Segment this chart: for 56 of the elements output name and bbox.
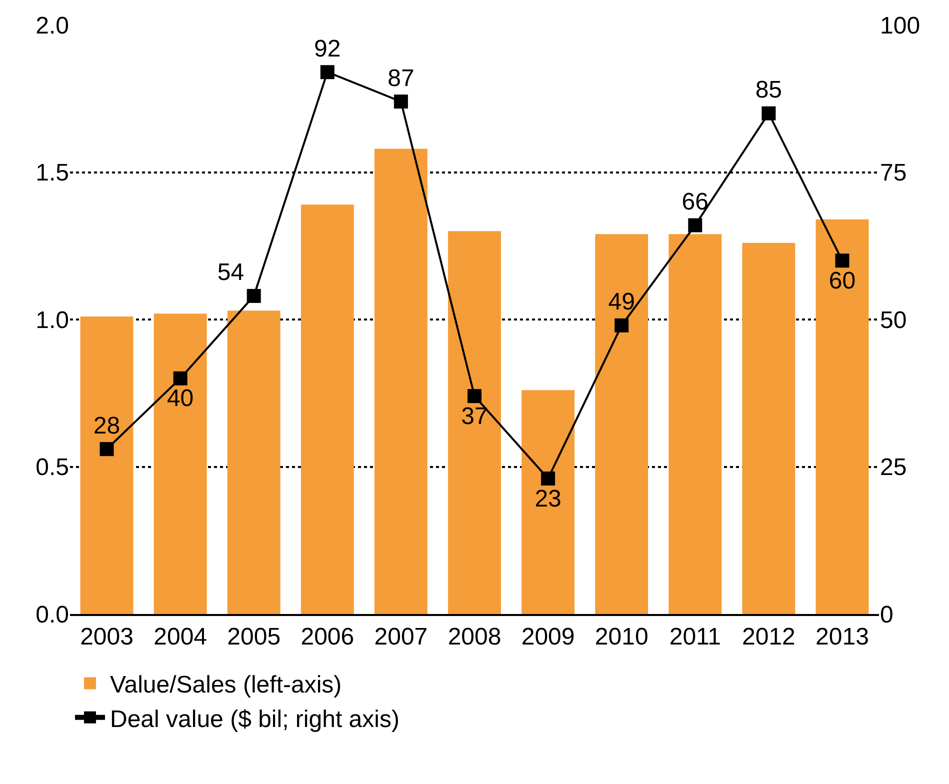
data-label: 40 bbox=[166, 385, 194, 412]
y-tick-label: 1.0 bbox=[36, 306, 69, 334]
data-label: 87 bbox=[388, 64, 414, 92]
bar bbox=[374, 148, 428, 614]
y-tick-label: 0.0 bbox=[36, 601, 69, 628]
point bbox=[614, 318, 629, 332]
x-tick-label: 2003 bbox=[80, 624, 134, 651]
data-label: 66 bbox=[682, 188, 708, 216]
x-tick-label: 2009 bbox=[521, 624, 575, 651]
x-tick-label: 2011 bbox=[669, 624, 721, 651]
bar bbox=[595, 234, 648, 614]
point bbox=[100, 442, 114, 456]
point bbox=[762, 106, 776, 120]
y-tick-label: 1.5 bbox=[36, 160, 69, 187]
x-tick-label: 2008 bbox=[448, 624, 502, 651]
data-label: 60 bbox=[828, 267, 856, 294]
legend-label: Deal value ($ bil; right axis) bbox=[110, 706, 400, 733]
bar bbox=[154, 314, 207, 614]
bar bbox=[522, 390, 575, 614]
y2-tick-label: 100 bbox=[880, 12, 920, 40]
point bbox=[394, 94, 408, 109]
data-label: 49 bbox=[608, 288, 635, 316]
bar bbox=[227, 310, 280, 614]
data-label: 23 bbox=[534, 485, 562, 512]
point bbox=[835, 254, 850, 268]
x-tick-label: 2004 bbox=[154, 624, 208, 651]
bar bbox=[668, 234, 722, 614]
y-tick-label: 2.0 bbox=[36, 12, 69, 40]
bar bbox=[80, 316, 134, 614]
data-label: 54 bbox=[217, 259, 244, 286]
x-tick-label: 2006 bbox=[300, 624, 354, 651]
x-tick-label: 2012 bbox=[742, 624, 796, 651]
x-tick-label: 2007 bbox=[374, 624, 428, 651]
x-tick-label: 2010 bbox=[594, 624, 648, 651]
y-tick-label: 0.5 bbox=[36, 454, 69, 482]
y2-tick-label: 75 bbox=[880, 160, 907, 187]
y2-tick-label: 25 bbox=[880, 454, 907, 482]
legend-label: Value/Sales (left-axis) bbox=[110, 672, 342, 699]
data-label: 37 bbox=[461, 402, 488, 430]
point bbox=[468, 389, 482, 404]
y2-tick-label: 0 bbox=[880, 601, 894, 628]
data-label: 92 bbox=[314, 35, 341, 62]
x-tick-label: 2013 bbox=[816, 624, 869, 651]
data-label: 85 bbox=[755, 76, 782, 104]
bar bbox=[300, 204, 354, 614]
point bbox=[541, 472, 556, 486]
point bbox=[320, 65, 334, 80]
x-tick-label: 2005 bbox=[227, 624, 281, 651]
bar bbox=[816, 219, 869, 614]
bar bbox=[742, 242, 796, 614]
data-label: 28 bbox=[93, 412, 120, 440]
bar bbox=[448, 231, 501, 614]
y2-tick-label: 50 bbox=[880, 306, 907, 334]
point bbox=[246, 288, 261, 303]
point bbox=[173, 371, 188, 386]
point bbox=[688, 218, 702, 232]
